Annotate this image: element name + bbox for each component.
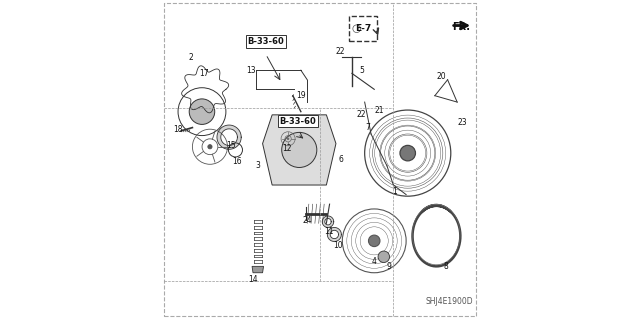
Text: SHJ4E1900D: SHJ4E1900D	[425, 297, 473, 306]
Text: E-7: E-7	[355, 24, 371, 33]
Circle shape	[189, 99, 215, 124]
Text: 20: 20	[436, 72, 446, 81]
Text: 8: 8	[444, 262, 449, 271]
Text: 23: 23	[457, 118, 467, 127]
Text: 12: 12	[282, 144, 291, 153]
Text: 6: 6	[339, 155, 343, 164]
Polygon shape	[322, 216, 333, 227]
Polygon shape	[262, 115, 336, 185]
Circle shape	[369, 235, 380, 247]
Text: 19: 19	[296, 91, 306, 100]
Circle shape	[208, 145, 212, 149]
FancyBboxPatch shape	[349, 16, 378, 41]
Text: B-33-60: B-33-60	[248, 37, 284, 46]
Text: 4: 4	[372, 257, 377, 266]
Circle shape	[378, 251, 390, 263]
Text: 11: 11	[324, 227, 333, 236]
Text: 21: 21	[374, 106, 384, 115]
Polygon shape	[327, 227, 341, 241]
Text: 22: 22	[356, 110, 366, 119]
Text: 2: 2	[188, 53, 193, 62]
Circle shape	[400, 145, 415, 161]
Circle shape	[287, 138, 289, 140]
Text: 24: 24	[303, 216, 312, 225]
Text: 13: 13	[246, 66, 256, 75]
Text: B-33-60: B-33-60	[279, 117, 316, 126]
Text: 1: 1	[392, 187, 397, 196]
Text: 16: 16	[232, 157, 242, 166]
Text: 17: 17	[199, 69, 209, 78]
Text: 7: 7	[365, 123, 371, 132]
Text: 9: 9	[386, 262, 391, 271]
Text: 3: 3	[255, 161, 260, 170]
Polygon shape	[252, 266, 264, 273]
Text: 18: 18	[173, 125, 183, 134]
Text: 22: 22	[336, 47, 346, 56]
Text: 15: 15	[226, 141, 236, 150]
Text: 5: 5	[359, 66, 364, 75]
Polygon shape	[217, 125, 241, 149]
Text: FR.: FR.	[452, 22, 470, 32]
Text: 14: 14	[248, 275, 258, 284]
Circle shape	[282, 132, 317, 167]
Text: 10: 10	[333, 241, 342, 250]
